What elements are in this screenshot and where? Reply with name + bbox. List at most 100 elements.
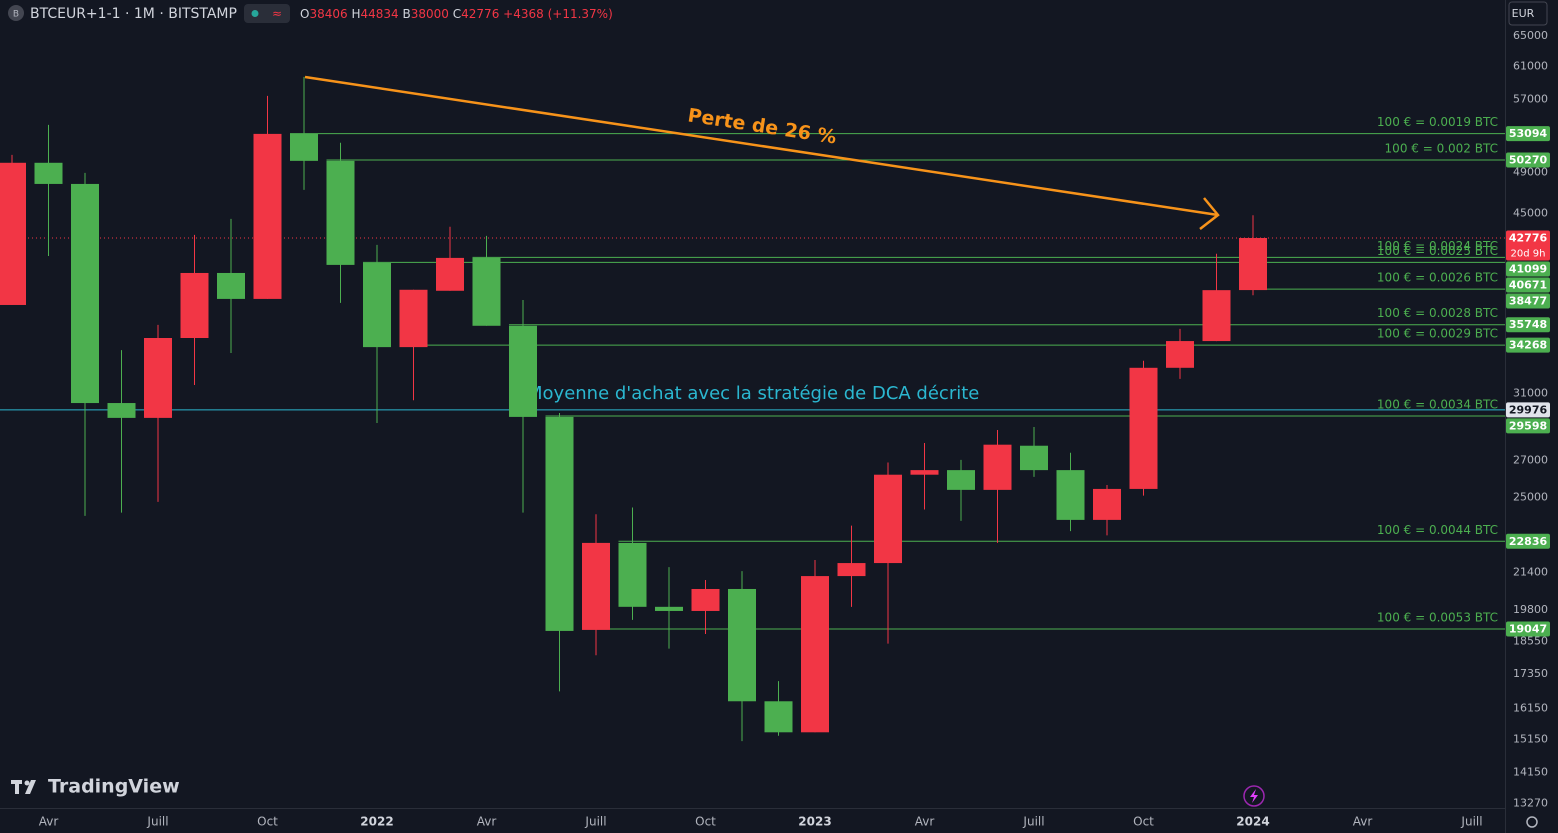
x-tick-label: 2023	[798, 815, 831, 829]
logo-mark	[24, 780, 30, 786]
x-tick-label: 2022	[360, 815, 393, 829]
x-tick-label: Juill	[584, 815, 606, 829]
candle-body	[71, 183, 99, 404]
ohlc-key: H	[351, 7, 360, 21]
candle-body	[728, 588, 756, 702]
candle-body	[764, 701, 793, 733]
candle-body	[0, 162, 26, 305]
y-tick-label: 18550	[1513, 635, 1548, 648]
candle-body	[801, 576, 829, 733]
y-tick-label: 14150	[1513, 766, 1548, 779]
x-tick-label: Juill	[1022, 815, 1044, 829]
candle-body	[983, 444, 1012, 490]
x-tick-label: 2024	[1236, 815, 1269, 829]
y-tick-label: 19800	[1513, 603, 1548, 616]
y-tick-label: 21400	[1513, 566, 1548, 579]
price-tag	[1506, 533, 1550, 549]
x-tick-label: Avr	[39, 815, 59, 829]
candle-body	[947, 470, 975, 490]
candles-layer	[0, 76, 1267, 742]
price-tag	[1506, 126, 1550, 142]
level-label: 100 € = 0.0019 BTC	[1377, 115, 1498, 129]
loss-arrow	[304, 75, 1219, 217]
candle-body	[34, 162, 63, 184]
brand: TradingView	[48, 776, 180, 798]
candle-body	[545, 416, 574, 631]
level-label: 100 € = 0.002 BTC	[1385, 141, 1498, 155]
candle-body	[290, 133, 318, 161]
level-label: 100 € = 0.0044 BTC	[1377, 523, 1498, 537]
status-dot	[251, 10, 259, 17]
time-axis-bg	[0, 808, 1505, 833]
x-tick-label: Oct	[1133, 815, 1154, 829]
y-tick-label: 45000	[1513, 207, 1548, 220]
candle-body	[691, 588, 720, 611]
y-tick-label: 31000	[1513, 387, 1548, 400]
logo: TradingView	[11, 776, 180, 798]
level-label: 100 € = 0.0025 BTC	[1377, 244, 1498, 258]
settings-icon[interactable]	[1526, 816, 1538, 828]
x-tick-label: Juill	[146, 815, 168, 829]
candle-body	[1056, 470, 1085, 520]
candle-body	[1202, 290, 1231, 342]
level-label: 100 € = 0.0053 BTC	[1377, 610, 1498, 624]
countdown: 20d 9h	[1511, 249, 1546, 260]
candle-body	[363, 262, 391, 348]
price-tag	[1506, 261, 1550, 277]
price-tag-label: 41099	[1509, 263, 1547, 276]
y-tick-label: 15150	[1513, 733, 1548, 746]
candle-body	[655, 606, 683, 611]
status-icon: ≈	[272, 7, 282, 21]
candle-body	[472, 257, 501, 326]
ohlc-legend: O38406 H44834 B38000 C42776 +4368 (+11.3…	[300, 7, 613, 21]
y-tick-label: 16150	[1513, 702, 1548, 715]
candle-body	[399, 289, 428, 348]
change: +4368	[503, 7, 544, 21]
candle-body	[180, 272, 209, 338]
candle-body	[874, 474, 902, 564]
logo-mark	[25, 780, 36, 794]
price-tag	[1506, 293, 1550, 309]
candle-body	[1093, 488, 1121, 520]
level-label: 100 € = 0.0034 BTC	[1377, 397, 1498, 411]
price-tag	[1506, 418, 1550, 434]
event-icon[interactable]	[1243, 785, 1265, 807]
candle-body	[1166, 341, 1194, 368]
ohlc-key: O	[300, 7, 309, 21]
ohlc-key: B	[403, 7, 411, 21]
candle-body	[509, 325, 537, 417]
x-tick-label: Oct	[257, 815, 278, 829]
change-pct: (+11.37%)	[548, 7, 613, 21]
price-tag-label: 29976	[1509, 403, 1548, 416]
x-tick-label: Avr	[1353, 815, 1373, 829]
candle-body	[326, 160, 355, 265]
level-label: 100 € = 0.0026 BTC	[1377, 271, 1498, 285]
ohlc-key: C	[453, 7, 461, 21]
candle-body	[837, 563, 866, 577]
currency-box[interactable]	[1508, 1, 1548, 26]
price-tag	[1506, 337, 1550, 353]
price-tag	[1506, 317, 1550, 333]
ohlc-value: 38000	[411, 7, 449, 21]
price-tag-label: 50270	[1509, 153, 1548, 166]
price-tag-label: 19047	[1509, 622, 1547, 635]
candle-body	[436, 257, 464, 291]
x-tick-label: Oct	[695, 815, 716, 829]
y-tick-label: 27000	[1513, 453, 1548, 466]
symbol-icon-letter: B	[13, 10, 19, 20]
candle-body	[1239, 238, 1267, 291]
status-box[interactable]	[244, 4, 290, 23]
y-tick-label: 25000	[1513, 491, 1548, 504]
x-tick-label: Avr	[477, 815, 497, 829]
candle-body	[107, 403, 136, 418]
y-tick-label: 57000	[1513, 92, 1548, 105]
price-tag	[1506, 277, 1550, 293]
ohlc-value: 44834	[361, 7, 399, 21]
loss-arrow-head	[1199, 197, 1220, 230]
y-tick-label: 61000	[1513, 60, 1548, 73]
candle-body	[144, 337, 172, 418]
level-label: 100 € = 0.0028 BTC	[1377, 306, 1498, 320]
candle-body	[910, 470, 939, 475]
